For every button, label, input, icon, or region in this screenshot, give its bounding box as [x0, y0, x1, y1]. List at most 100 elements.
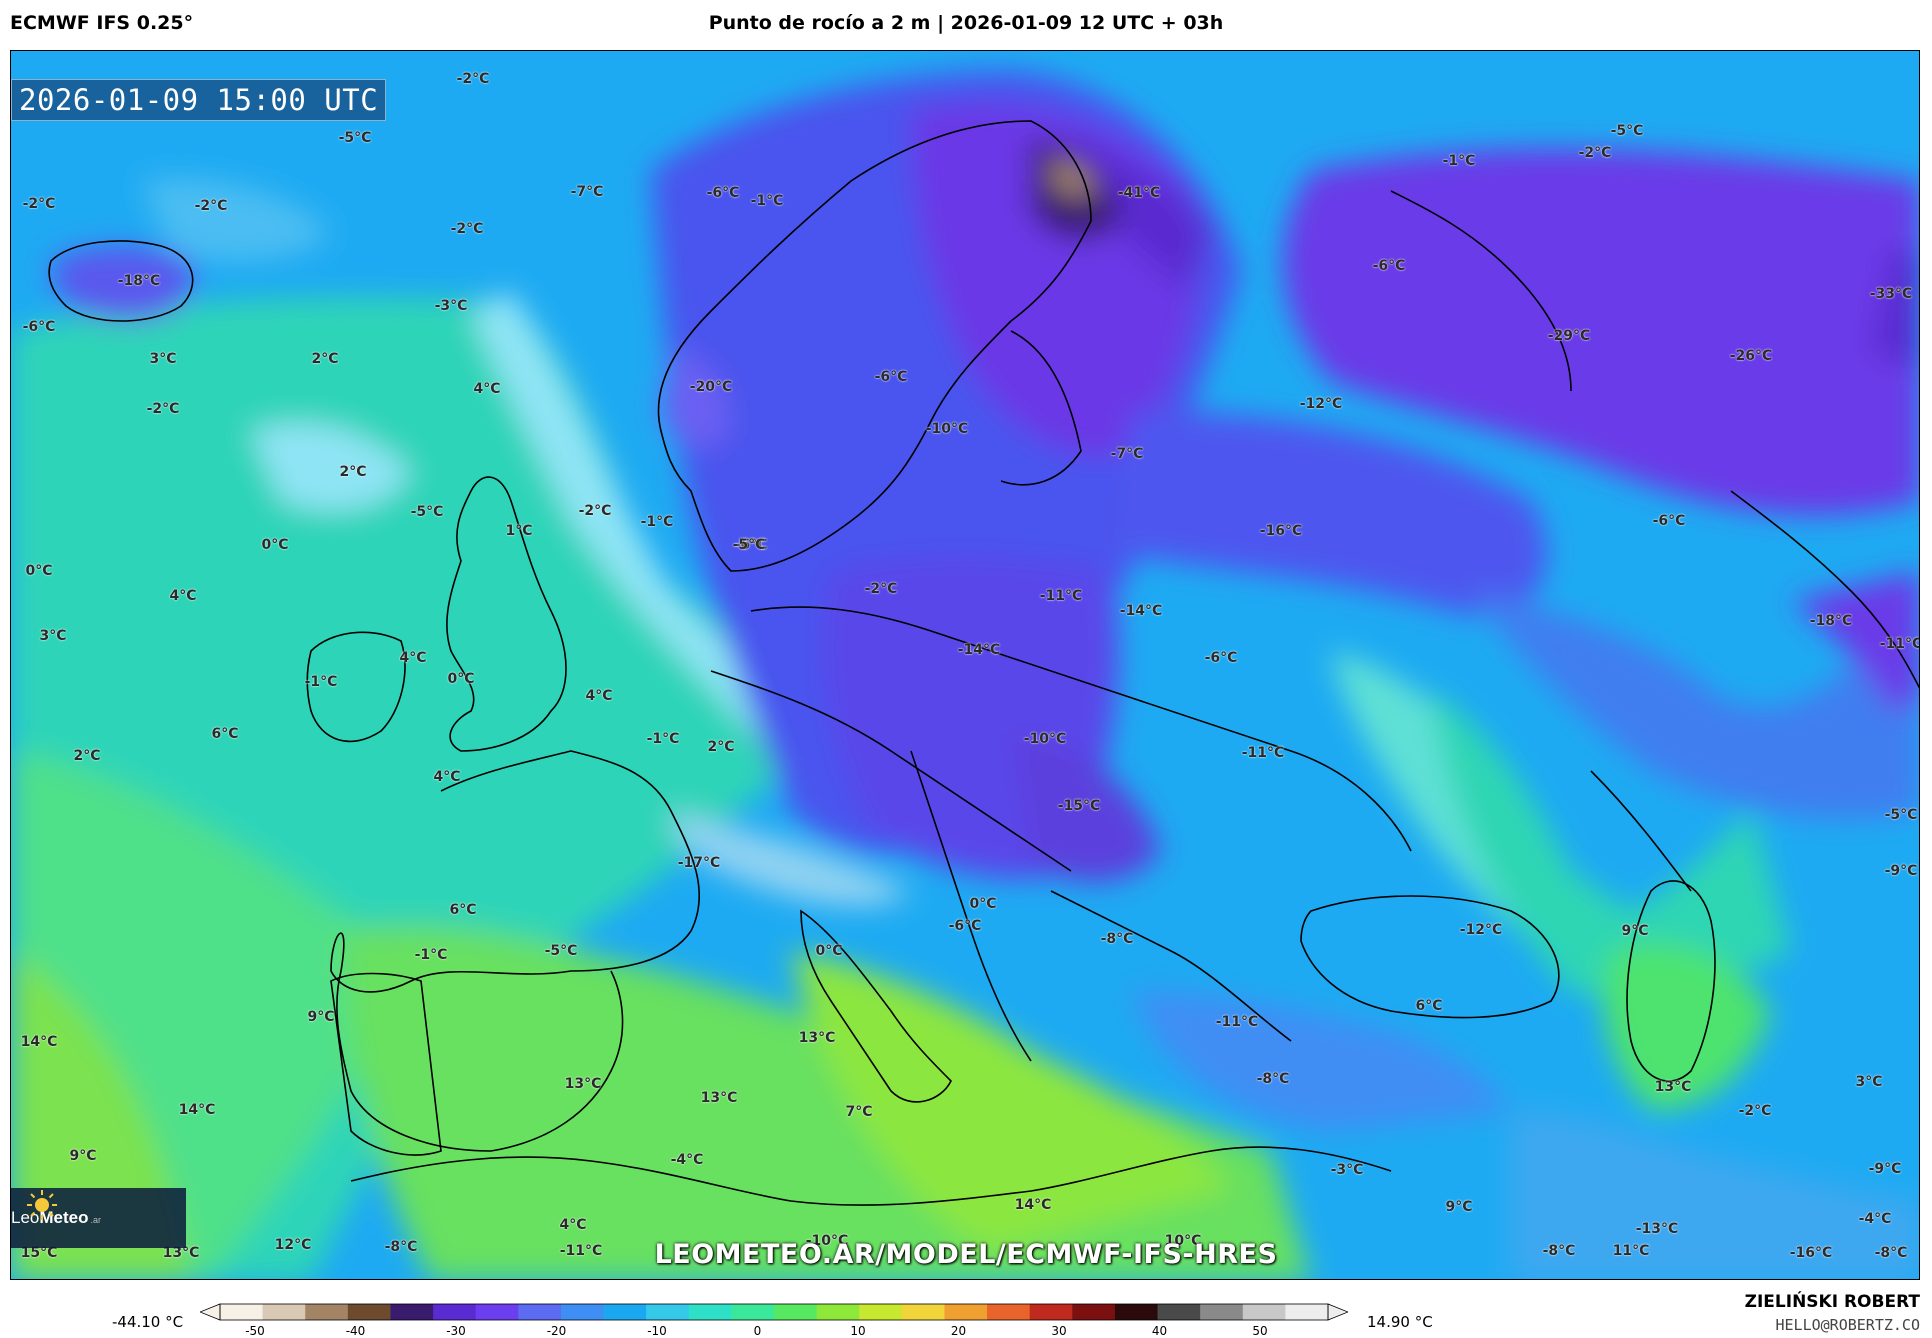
temperature-label: -6°C	[1652, 513, 1686, 529]
logo-text: LeoMeteo .ar	[11, 1208, 102, 1227]
temperature-label: -29°C	[1547, 328, 1591, 344]
temperature-label: -6°C	[1204, 650, 1238, 666]
temperature-label: 2°C	[339, 464, 367, 480]
model-title: ECMWF IFS 0.25°	[10, 12, 194, 34]
colorbar-segment	[731, 1304, 775, 1320]
temperature-label: -20°C	[689, 379, 733, 395]
temperature-label: -4°C	[670, 1152, 704, 1168]
temperature-label: -11°C	[559, 1243, 603, 1259]
colorbar-tick-label: 10	[850, 1324, 866, 1338]
colorbar-segment	[774, 1304, 818, 1320]
temperature-label: 14°C	[1014, 1197, 1052, 1213]
temperature-label: -1°C	[304, 674, 338, 690]
temperature-label: -8°C	[384, 1239, 418, 1255]
author-name: ZIELIŃSKI ROBERT	[1744, 1292, 1920, 1312]
temperature-label: 13°C	[564, 1076, 602, 1092]
temperature-label: -5°C	[410, 504, 444, 520]
colorbar-tick-label: -30	[446, 1324, 466, 1338]
colorbar-segment	[1029, 1304, 1073, 1320]
temperature-label: -4°C	[1858, 1211, 1892, 1227]
colorbar-segment	[816, 1304, 860, 1320]
colorbar-segment	[305, 1304, 349, 1320]
temperature-label: 13°C	[700, 1090, 738, 1106]
temperature-label: 13°C	[1654, 1079, 1692, 1095]
temperature-label: -9°C	[1868, 1161, 1902, 1177]
temperature-label: -6°C	[706, 185, 740, 201]
coastlines	[48, 120, 1919, 1206]
temperature-label: -8°C	[1256, 1071, 1290, 1087]
temperature-label: 2°C	[707, 739, 735, 755]
temperature-label: -5°C	[338, 130, 372, 146]
leometeo-logo: LeoMeteo .ar	[11, 1188, 186, 1248]
colorbar-segment	[347, 1304, 391, 1320]
map-title: Punto de rocío a 2 m | 2026-01-09 12 UTC…	[708, 12, 1224, 34]
temperature-label: -8°C	[1874, 1245, 1908, 1261]
temperature-label: -2°C	[194, 198, 228, 214]
temperature-label: 4°C	[433, 769, 461, 785]
temperature-label: -5°C	[1884, 807, 1918, 823]
colorbar-segment	[390, 1304, 434, 1320]
temperature-label: -5°C	[1610, 123, 1644, 139]
colorbar-tick-label: -20	[546, 1324, 567, 1338]
temperature-label: -6°C	[874, 369, 908, 385]
temperature-label: -14°C	[957, 642, 1001, 658]
temperature-label: -9°C	[1884, 863, 1918, 879]
weather-map: 2026-01-09 15:00 UTC -2°C -5°C -2°C -2°C -18…	[10, 50, 1920, 1280]
temperature-label: -2°C	[22, 196, 56, 212]
temperature-label: -1°C	[640, 514, 674, 530]
temperature-label: 14°C	[20, 1034, 58, 1050]
temperature-label: -12°C	[1459, 922, 1503, 938]
temperature-label: -12°C	[1299, 396, 1343, 412]
valid-time-badge: 2026-01-09 15:00 UTC	[11, 79, 387, 121]
temperature-label: 9°C	[69, 1148, 97, 1164]
temperature-label: -17°C	[677, 855, 721, 871]
temperature-label: 0°C	[447, 671, 475, 687]
temperature-label: -10°C	[1023, 731, 1067, 747]
temperature-label: 10°C	[1164, 1233, 1202, 1249]
temperature-label: -1°C	[750, 193, 784, 209]
temperature-label: -16°C	[1259, 523, 1303, 539]
temperature-label: -18°C	[1809, 613, 1853, 629]
temperature-label: -7°C	[570, 184, 604, 200]
temperature-label: -8°C	[1100, 931, 1134, 947]
colorbar-segment	[1157, 1304, 1201, 1320]
temperature-label: -2°C	[578, 503, 612, 519]
author-email: HELLO@ROBERTZ.CO	[1775, 1316, 1921, 1334]
temperature-label: 0°C	[969, 896, 997, 912]
temperature-label: -7°C	[1110, 446, 1144, 462]
temperature-label: 4°C	[399, 650, 427, 666]
temperature-label: 6°C	[449, 902, 477, 918]
temperature-label: 4°C	[559, 1217, 587, 1233]
temperature-label: -2°C	[146, 401, 180, 417]
temperature-label: 0°C	[25, 563, 53, 579]
colorbar-segment	[987, 1304, 1031, 1320]
temperature-label: 1°C	[505, 523, 533, 539]
colorbar-segment	[518, 1304, 562, 1320]
temperature-label: -1°C	[414, 947, 448, 963]
colorbar	[200, 1303, 1348, 1321]
temperature-label: -26°C	[1729, 348, 1773, 364]
temperature-label: 4°C	[473, 381, 501, 397]
colorbar-segment	[475, 1304, 519, 1320]
colorbar-segment	[262, 1304, 306, 1320]
temperature-label: 2°C	[73, 748, 101, 764]
sun-icon	[27, 1190, 57, 1220]
colorbar-min-label: -44.10 °C	[112, 1313, 184, 1331]
colorbar-tick-label: 20	[950, 1324, 967, 1338]
colorbar-segment	[688, 1304, 732, 1320]
temperature-label: -8°C	[1542, 1243, 1576, 1259]
temperature-label: -10°C	[925, 421, 969, 437]
temperature-label: 6°C	[211, 726, 239, 742]
temperature-label: -41°C	[1117, 185, 1161, 201]
temperature-label: -11°C	[1241, 745, 1285, 761]
colorbar-segment	[646, 1304, 690, 1320]
temperature-label: 0°C	[261, 537, 289, 553]
temperature-label: -6°C	[948, 918, 982, 934]
temperature-label: 0°C	[815, 943, 843, 959]
temperature-label: 12°C	[274, 1237, 312, 1253]
temperature-label: -5°C	[732, 537, 766, 553]
temperature-label: 9°C	[1445, 1199, 1473, 1215]
temperature-label: -3°C	[1330, 1162, 1364, 1178]
temperature-label: -18°C	[117, 273, 161, 289]
colorbar-segment	[433, 1304, 477, 1320]
